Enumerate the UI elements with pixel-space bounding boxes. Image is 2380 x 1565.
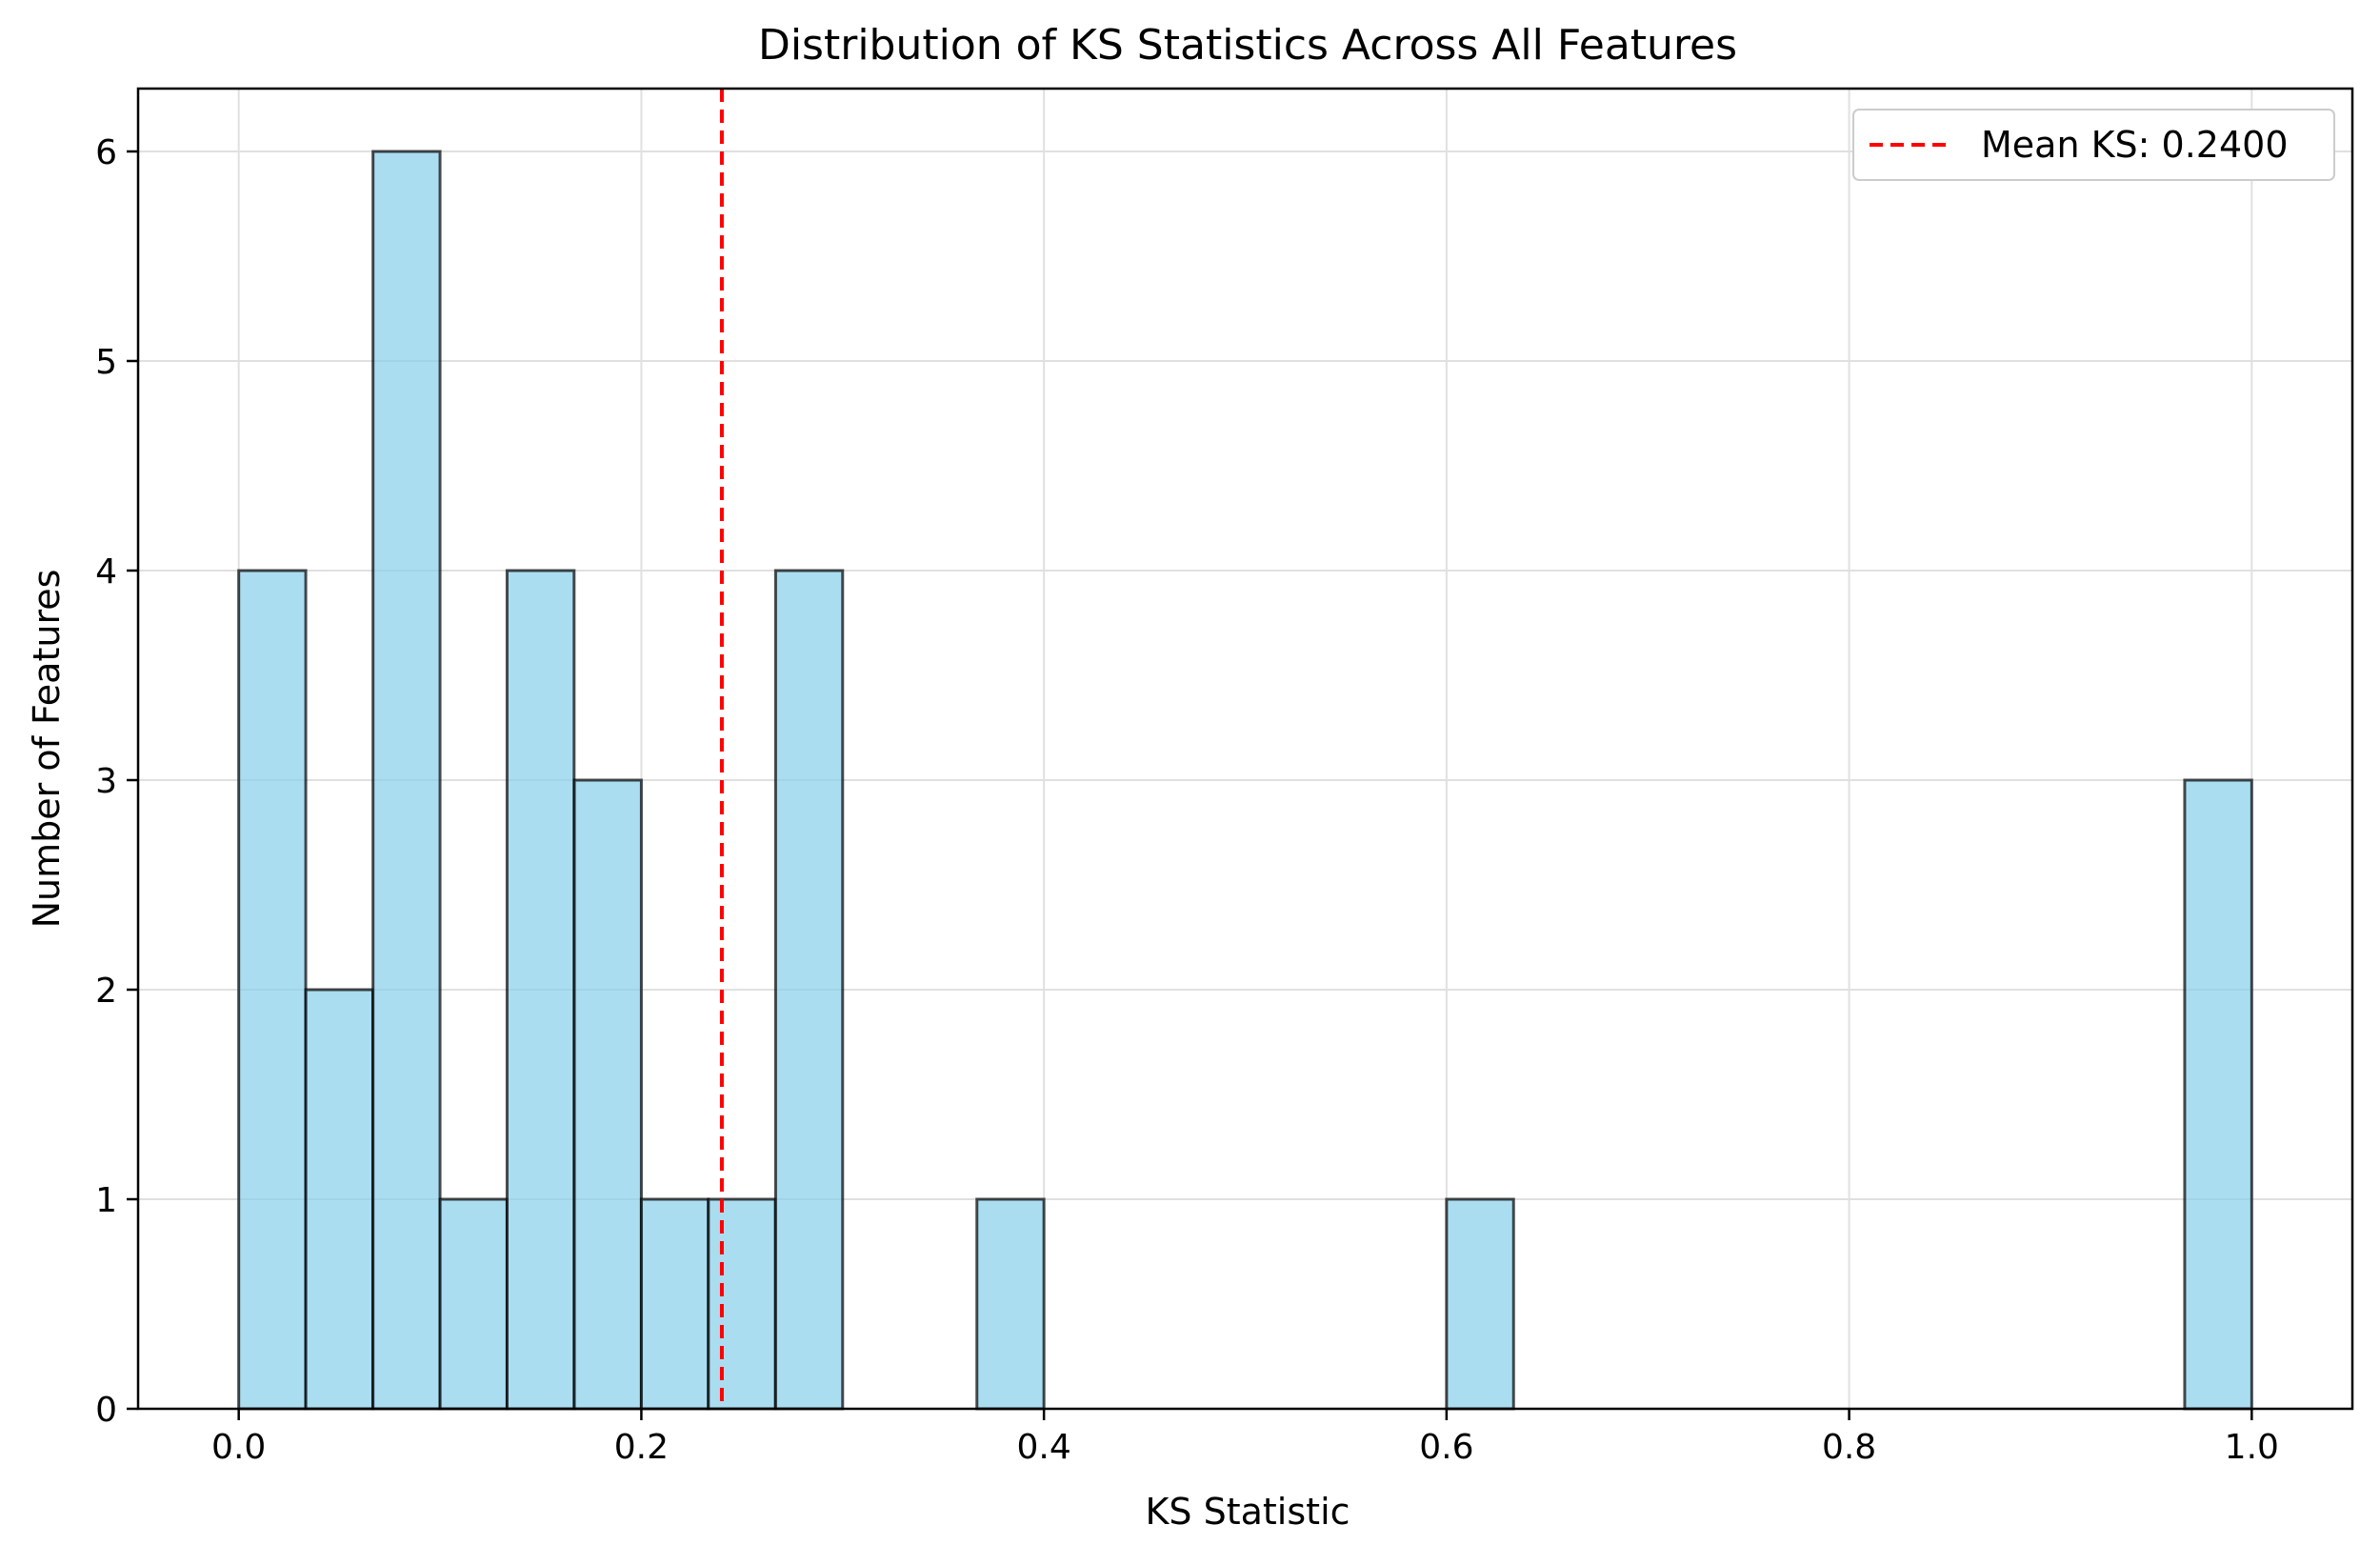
- legend-box: [1852, 109, 2335, 181]
- histogram-bar: [237, 569, 308, 1411]
- y-tick-label: 0: [95, 1391, 117, 1430]
- histogram-bar: [304, 988, 374, 1411]
- legend-mean-label: Mean KS: 0.2400: [1981, 124, 2289, 166]
- x-tick-label: 1.0: [2225, 1428, 2279, 1467]
- x-axis-label: KS Statistic: [1145, 1491, 1350, 1533]
- histogram-bar: [438, 1197, 509, 1411]
- x-tick-label: 0.2: [614, 1428, 669, 1467]
- ticks-layer: 0.0 0.2 0.4 0.6 0.8 1.0 0 1 2 3 4 5 6: [95, 133, 2279, 1467]
- x-tick-label: 0.8: [1822, 1428, 1876, 1467]
- histogram-bar: [773, 569, 845, 1411]
- histogram-bar: [975, 1197, 1046, 1411]
- histogram-bar: [505, 569, 576, 1411]
- y-tick-label: 4: [95, 552, 117, 592]
- bars-layer: [237, 150, 2253, 1411]
- histogram-bar: [707, 1197, 777, 1411]
- histogram-bar: [371, 150, 442, 1411]
- x-tick-label: 0.4: [1017, 1428, 1071, 1467]
- histogram-bar: [639, 1197, 710, 1411]
- x-tick-label: 0.0: [211, 1428, 266, 1467]
- y-tick-label: 6: [95, 133, 117, 172]
- histogram-bar: [2183, 778, 2253, 1411]
- plot-frame: [136, 87, 2354, 1411]
- y-tick-label: 3: [95, 762, 117, 801]
- y-tick-label: 1: [95, 1181, 117, 1220]
- y-tick-label: 5: [95, 343, 117, 382]
- histogram-bar: [572, 778, 643, 1411]
- y-tick-label: 2: [95, 972, 117, 1011]
- axes-layer: [136, 87, 2354, 1411]
- y-axis-label: Number of Features: [26, 570, 68, 929]
- x-tick-label: 0.6: [1419, 1428, 1473, 1467]
- legend: Mean KS: 0.2400: [1852, 109, 2335, 181]
- chart-title: Distribution of KS Statistics Across All…: [758, 21, 1737, 70]
- histogram-bar: [1445, 1197, 1515, 1411]
